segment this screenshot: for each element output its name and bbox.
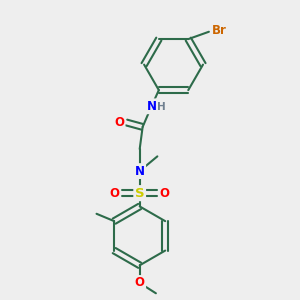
Text: O: O <box>160 187 170 200</box>
Text: H: H <box>157 102 165 112</box>
Text: N: N <box>135 165 145 178</box>
Text: O: O <box>135 277 145 290</box>
Text: Br: Br <box>212 24 226 37</box>
Text: O: O <box>110 187 120 200</box>
Text: N: N <box>146 100 157 113</box>
Text: S: S <box>135 187 145 200</box>
Text: O: O <box>114 116 124 129</box>
